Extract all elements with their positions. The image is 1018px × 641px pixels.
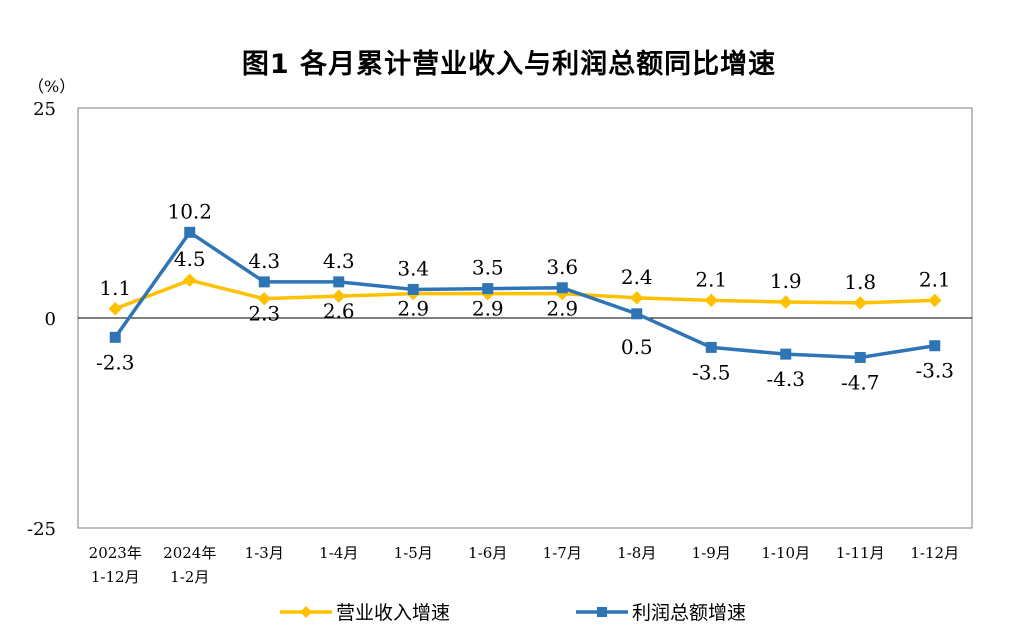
series-point-square	[929, 340, 941, 352]
series-point-square	[556, 282, 568, 294]
data-label-revenue: 4.5	[174, 247, 206, 271]
data-label-revenue: 2.1	[919, 267, 951, 291]
legend-label: 营业收入增速	[336, 602, 450, 624]
data-label-profit: 3.4	[397, 256, 429, 280]
data-label-profit: -3.5	[692, 360, 731, 384]
x-tick-label: 1-12月	[910, 544, 959, 562]
data-label-profit: -4.7	[841, 370, 880, 394]
data-label-profit: 10.2	[167, 199, 212, 223]
y-tick-label: -25	[27, 519, 56, 540]
legend-marker	[300, 606, 312, 618]
series-point-square	[705, 341, 717, 353]
series-point-diamond	[108, 302, 122, 316]
x-tick-label: 1-9月	[692, 544, 731, 562]
series-point-diamond	[928, 293, 942, 308]
series-point-diamond	[257, 291, 271, 306]
x-tick-label: 1-6月	[468, 544, 507, 562]
data-label-revenue: 2.9	[546, 297, 578, 321]
data-label-revenue: 2.1	[695, 267, 727, 291]
x-tick-label: 1-5月	[394, 544, 433, 562]
x-tick-label: 1-8月	[617, 544, 656, 562]
series-point-square	[258, 276, 270, 288]
x-tick-label: 2023年	[89, 544, 142, 562]
x-tick-label: 1-2月	[170, 568, 209, 586]
data-label-revenue: 1.1	[99, 276, 131, 300]
data-label-revenue: 2.3	[248, 302, 280, 326]
data-label-profit: 3.5	[472, 256, 504, 280]
series-point-square	[333, 276, 345, 288]
series-point-square	[184, 226, 196, 238]
series-point-diamond	[630, 291, 644, 305]
data-label-revenue: 1.9	[770, 269, 802, 293]
series-point-square	[631, 308, 643, 320]
data-label-profit: 3.6	[546, 255, 578, 279]
chart-title: 图1 各月累计营业收入与利润总额同比增速	[241, 49, 777, 80]
x-tick-label: 2024年	[163, 544, 216, 562]
x-tick-label: 1-11月	[836, 544, 885, 562]
y-tick-label: 25	[33, 99, 56, 120]
x-tick-label: 1-7月	[543, 544, 582, 562]
data-label-profit: 4.3	[323, 249, 355, 273]
y-axis-unit-label: （%）	[28, 77, 75, 96]
series-point-square	[854, 351, 866, 363]
data-label-profit: -2.3	[96, 350, 135, 374]
series-point-diamond	[779, 295, 793, 309]
x-tick-label: 1-10月	[761, 544, 810, 562]
series-point-diamond	[704, 293, 718, 308]
legend-marker	[597, 607, 607, 617]
data-label-profit: 4.3	[248, 249, 280, 273]
y-tick-label: 0	[45, 309, 56, 330]
series-line-2	[113, 230, 936, 360]
series-line-1	[114, 278, 935, 311]
data-label-profit: -4.3	[766, 367, 805, 391]
series-point-square	[109, 331, 121, 343]
series-point-diamond	[183, 273, 197, 287]
data-label-revenue: 1.8	[844, 270, 876, 294]
legend-label: 利润总额增速	[632, 602, 746, 624]
x-tick-label: 1-3月	[245, 544, 284, 562]
series-point-square	[482, 283, 494, 295]
x-tick-label: 1-4月	[319, 544, 358, 562]
data-label-revenue: 2.4	[621, 265, 653, 289]
series-point-square	[780, 348, 792, 360]
data-label-profit: 0.5	[621, 335, 653, 359]
series-point-diamond	[853, 296, 867, 310]
data-label-revenue: 2.9	[472, 297, 504, 321]
series-point-diamond	[332, 289, 346, 303]
data-label-revenue: 2.6	[323, 299, 355, 323]
data-label-profit: -3.3	[915, 359, 954, 383]
series-point-square	[407, 283, 419, 295]
x-tick-label: 1-12月	[91, 568, 140, 586]
data-label-revenue: 2.9	[397, 297, 429, 321]
